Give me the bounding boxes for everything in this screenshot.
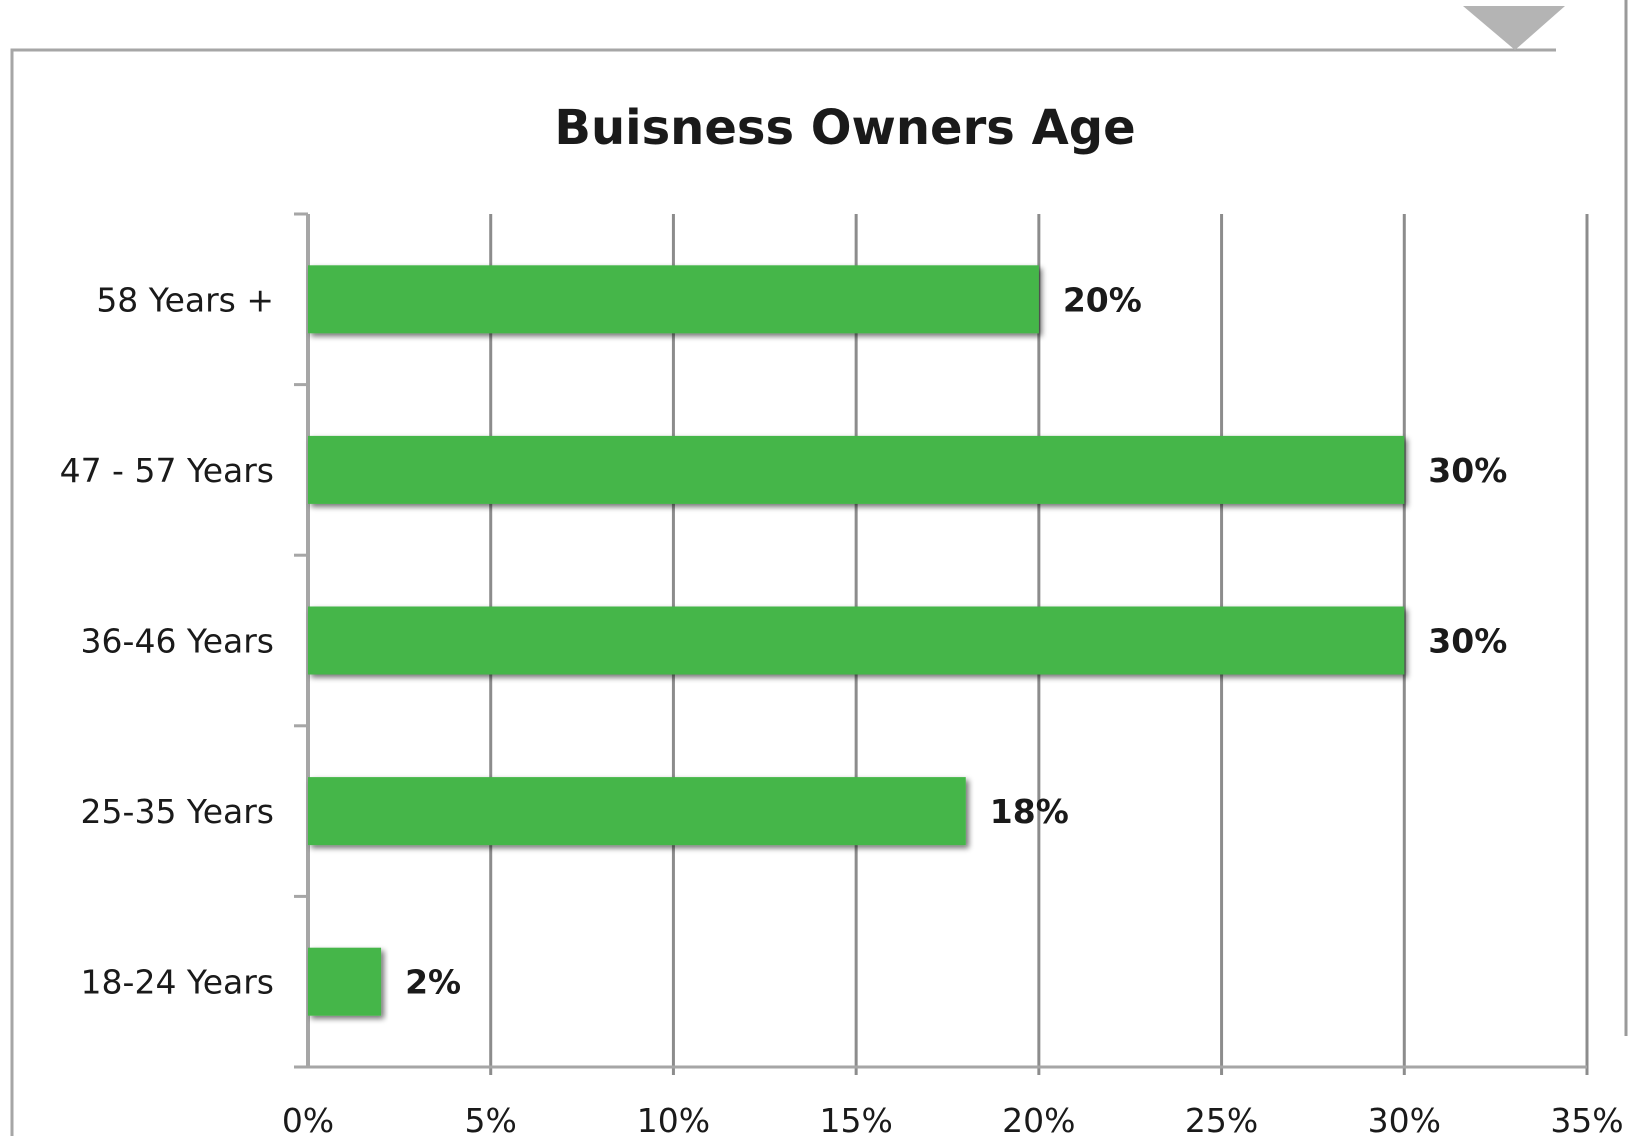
x-tick-label: 30% — [1368, 1101, 1441, 1136]
category-label: 25-35 Years — [81, 792, 274, 831]
x-tick-label: 35% — [1550, 1101, 1623, 1136]
data-label: 18% — [990, 792, 1069, 831]
x-tick-label: 15% — [819, 1101, 892, 1136]
category-labels: 58 Years + 47 - 57 Years 36-46 Years 25-35 … — [60, 280, 274, 1001]
data-label: 2% — [405, 963, 461, 1002]
bar — [308, 777, 966, 846]
x-tick-label: 5% — [465, 1101, 517, 1136]
x-tick-labels: 0% 5% 10% 15% 20% 25% 30% 35% — [282, 1101, 1624, 1136]
x-tick-label: 0% — [282, 1101, 334, 1136]
category-label: 36-46 Years — [81, 622, 274, 661]
triangle-marker-icon — [1463, 6, 1565, 50]
x-tick-label: 20% — [1002, 1101, 1075, 1136]
bar — [308, 435, 1405, 504]
category-label: 47 - 57 Years — [60, 451, 274, 490]
x-tick-label: 10% — [637, 1101, 710, 1136]
data-label: 30% — [1428, 622, 1507, 661]
bars — [308, 265, 1405, 1016]
chart-title: Buisness Owners Age — [554, 100, 1135, 156]
bar — [308, 265, 1039, 334]
category-label: 18-24 Years — [81, 963, 274, 1002]
category-label: 58 Years + — [96, 280, 274, 319]
data-labels: 20% 30% 30% 18% 2% — [405, 280, 1507, 1001]
data-label: 30% — [1428, 451, 1507, 490]
x-tick-label: 25% — [1185, 1101, 1258, 1136]
bar — [308, 947, 382, 1016]
data-label: 20% — [1063, 280, 1142, 319]
chart-frame — [10, 48, 1556, 1136]
bar — [308, 606, 1405, 675]
